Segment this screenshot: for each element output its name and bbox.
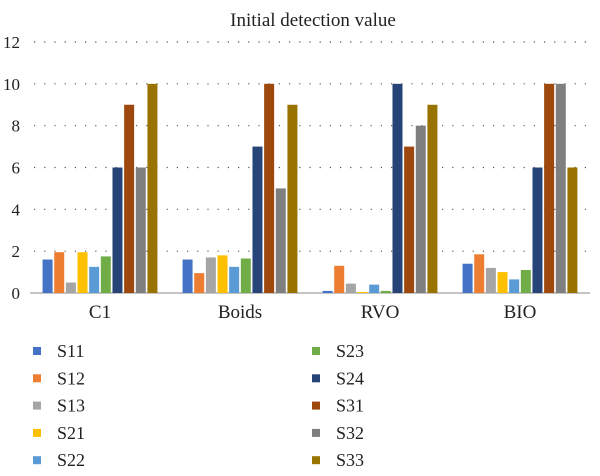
bar [264,83,275,293]
bar [369,284,380,293]
bar [357,291,368,293]
bar [65,282,76,293]
legend-swatch [33,401,41,410]
legend-label: S11 [57,341,84,361]
bar [509,279,520,293]
bar [77,252,88,293]
legend-swatch [33,347,41,355]
bar [415,125,426,293]
legend-label: S23 [336,341,364,361]
bar [182,259,193,293]
bar [427,104,438,293]
bar [544,83,555,293]
bar [229,266,240,293]
bar [462,263,473,293]
bar [147,83,158,293]
y-tick-label: 8 [12,117,21,136]
bar [89,266,100,293]
x-axis-category-labels: C1 Boids RVO BIO [89,302,536,323]
y-tick-label: 4 [12,200,21,219]
legend-label: S24 [336,368,364,388]
bar [380,290,391,293]
y-tick-label: 10 [3,75,20,94]
bar [345,283,356,293]
y-axis-ticks: 0 2 4 6 8 10 12 [3,33,21,303]
legend-label: S33 [336,450,364,470]
bars [42,83,578,293]
legend-swatch [33,456,41,465]
bar [485,267,496,293]
bar [322,290,333,293]
bar [287,104,298,293]
legend-swatch [312,374,320,383]
bar [217,255,228,293]
bar [520,269,531,293]
bar [100,256,111,293]
legend-swatch [312,456,320,465]
legend-swatch [312,428,320,437]
bar [474,254,485,293]
y-tick-label: 12 [3,33,20,52]
x-category-label: RVO [361,302,400,323]
legend-swatch [312,347,320,355]
bar [392,83,403,293]
legend-label: S21 [57,423,85,443]
legend-label: S13 [57,396,85,416]
legend-swatch [33,428,41,437]
legend-swatch [33,374,41,383]
bar [42,259,53,293]
legend-label: S31 [336,396,364,416]
bar [135,167,146,293]
bar [532,167,543,293]
bar [194,273,205,293]
bar [497,272,508,293]
legend: S11 S12 S13 S21 S22 S23 S24 S31 S32 S33 [33,341,364,470]
bar [334,265,345,293]
chart-title: Initial detection value [230,10,396,31]
x-category-label: Boids [218,302,262,323]
x-category-label: BIO [504,302,537,323]
bar [54,252,65,293]
y-tick-label: 6 [12,159,21,178]
y-tick-label: 2 [12,242,21,261]
bar [124,104,135,293]
y-tick-label: 0 [12,284,21,303]
bar [205,257,216,293]
bar [240,258,251,293]
legend-label: S32 [336,423,364,443]
x-category-label: C1 [89,302,111,323]
bar [555,83,566,293]
bar [275,188,286,293]
bar [112,167,123,293]
bar [404,146,415,293]
bar [252,146,263,293]
legend-label: S22 [57,450,85,470]
legend-label: S12 [57,368,85,388]
legend-swatch [312,401,320,410]
bar [567,167,578,293]
